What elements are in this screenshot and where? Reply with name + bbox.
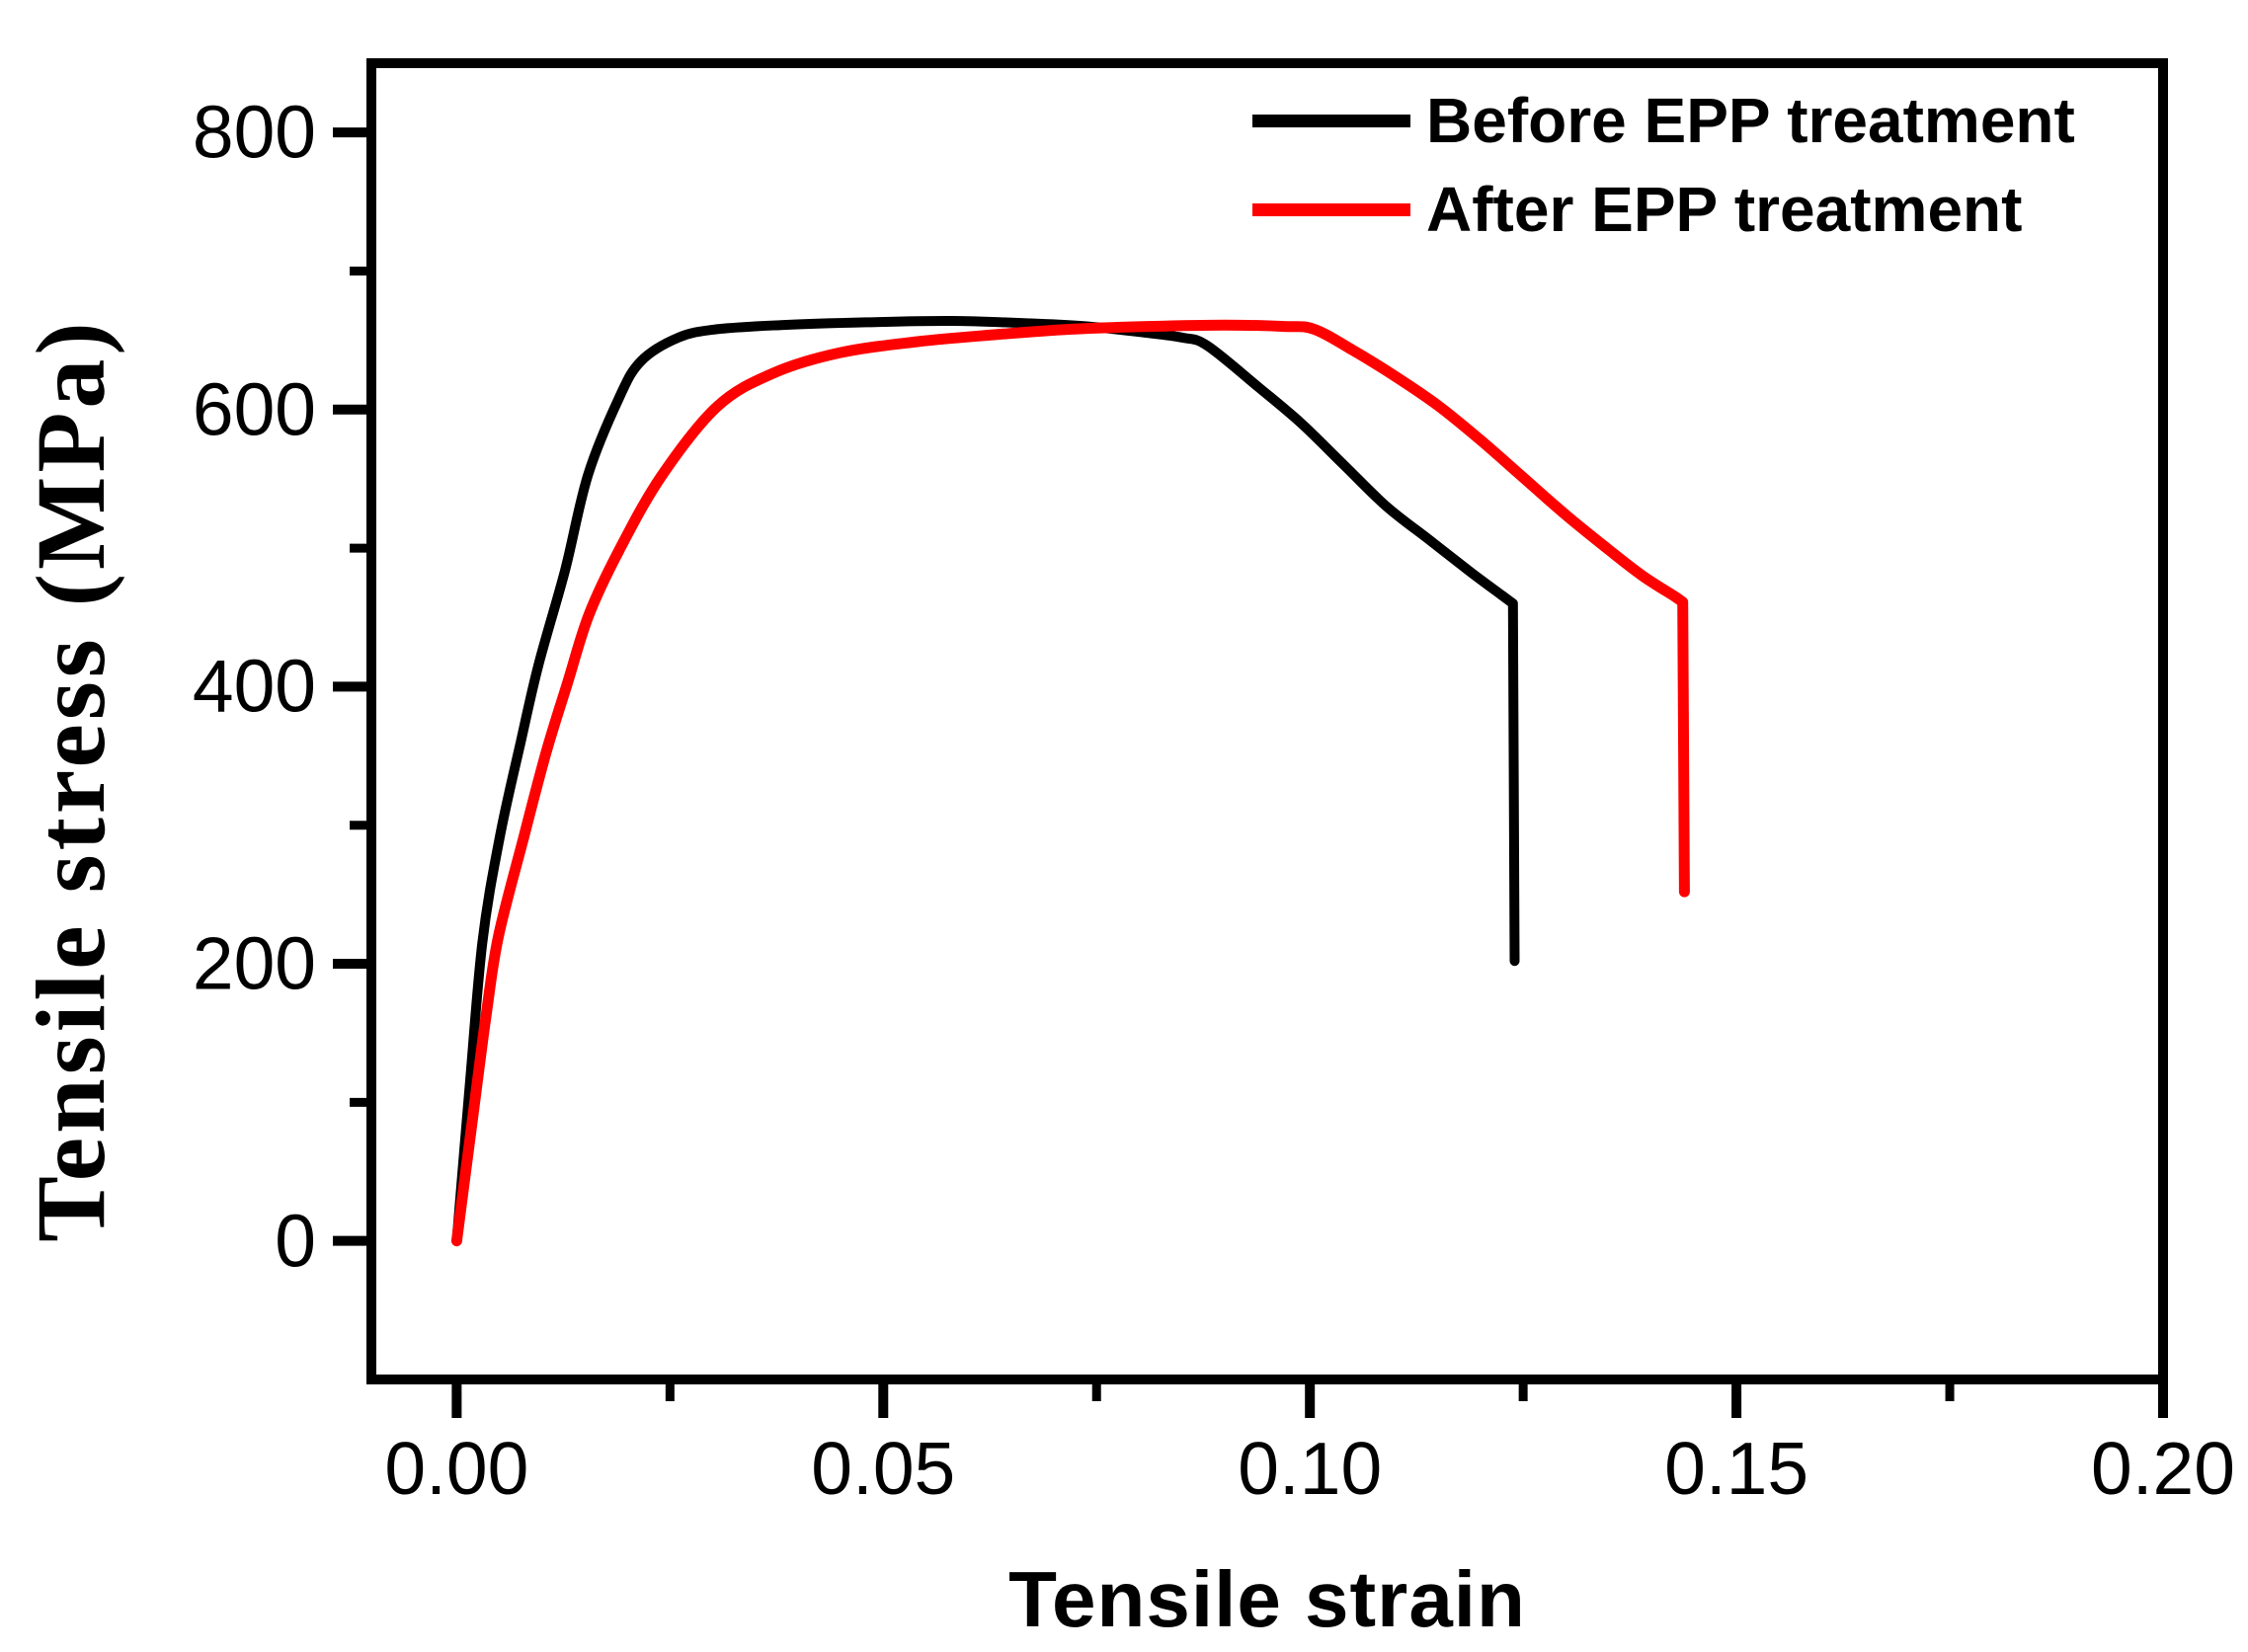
y-tick-label: 0 [275,1199,316,1283]
y-tick-label: 800 [192,90,316,174]
x-tick-label: 0.10 [1238,1427,1383,1510]
y-tick-label: 400 [192,644,316,728]
y-tick-label: 600 [192,367,316,451]
x-tick-label: 0.15 [1664,1427,1809,1510]
curves [450,315,1690,1247]
x-tick-label: 0.20 [2091,1427,2235,1510]
y-tick-label: 200 [192,921,316,1005]
x-tick-label: 0.05 [811,1427,956,1510]
curve-after-epp-treatment [450,319,1690,1247]
y-axis-title: Tensile stress (MPa) [16,318,125,1242]
x-axis-title: Tensile strain [1008,1555,1526,1643]
plot-frame [366,58,2168,1384]
curve-before-epp-treatment [451,315,1520,1246]
x-tick-label: 0.00 [384,1427,529,1510]
